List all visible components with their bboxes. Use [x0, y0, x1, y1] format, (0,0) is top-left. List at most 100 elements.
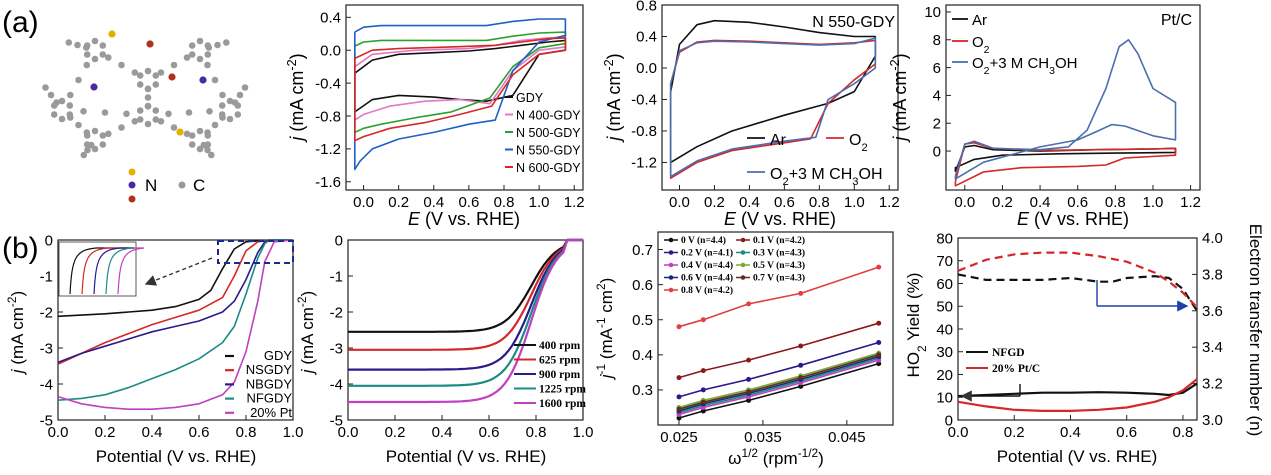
y-axis-label-part: -2	[888, 59, 902, 70]
carbon-atom	[99, 51, 107, 58]
x-tick-label: 0.0	[353, 194, 374, 211]
carbon-atom	[136, 107, 144, 114]
y-axis-label-part: (mA cm	[890, 71, 910, 137]
chart-title: Pt/C	[1161, 12, 1192, 29]
y-tick-label: -0.8	[315, 108, 341, 125]
kl-point	[700, 399, 706, 405]
legend-label-o2-part: 2	[984, 44, 990, 56]
legend-n-label: N	[145, 176, 157, 195]
y-tick-label: 0.3	[632, 382, 653, 399]
y-tick-label: -1.2	[315, 141, 341, 158]
y-axis-label: j (mA cm-2)	[888, 53, 910, 143]
legend-label: 1600 rpm	[539, 398, 586, 410]
x-tick-label: 0.8	[809, 194, 830, 211]
carbon-atom	[67, 114, 74, 121]
x-axis-label: ω1/2 (rpm-1/2)	[728, 446, 824, 468]
kl-point	[676, 375, 682, 381]
nitrogen-atom	[146, 40, 154, 48]
legend-label-ch3oh: O2+3 M CH3OH	[972, 55, 1077, 77]
kl-point	[746, 397, 752, 403]
x-tick-label: 0.0	[338, 424, 359, 441]
legend-label: 0.5 V (n=4.3)	[753, 260, 805, 271]
carbon-atom	[67, 91, 74, 99]
kl-point	[746, 376, 752, 382]
cv-curve-4	[353, 37, 567, 142]
carbon-atom	[211, 76, 219, 84]
y-axis-label-part: 2	[594, 283, 608, 290]
kl-point	[876, 357, 882, 363]
carbon-atom	[152, 72, 160, 79]
nitrogen-atom	[176, 128, 184, 136]
carbon-atom	[183, 130, 191, 138]
lsv-curve-4	[57, 239, 294, 411]
carbon-atom	[83, 44, 90, 51]
y-tick-label: 70	[936, 253, 953, 270]
x-tick-label: 0.6	[1067, 194, 1088, 211]
lsv-rpm-curve-4	[348, 238, 583, 404]
carbon-atom	[144, 120, 152, 128]
y-tick-label: -3	[330, 340, 343, 357]
yield-curve-2	[957, 273, 1198, 312]
kl-point	[876, 264, 882, 270]
c-atom-icon	[178, 181, 186, 189]
y-axis-label: HO2 Yield (%)	[904, 273, 929, 378]
carbon-atom	[50, 111, 58, 118]
carbon-atom	[208, 151, 215, 159]
legend-label-o2-part: O	[972, 34, 984, 51]
cv-curve-2	[669, 37, 877, 178]
kl-point	[676, 406, 682, 412]
x-tick-label: 0.0	[954, 194, 975, 211]
carbon-atom	[88, 141, 95, 149]
x-tick-label: 0.025	[660, 429, 698, 446]
carbon-atom	[188, 132, 196, 139]
legend-label: 0.3 V (n=4.3)	[753, 248, 805, 259]
plot-frame	[945, 4, 1201, 191]
legend-marker	[668, 250, 674, 255]
legend-label-o2-part: O	[849, 132, 861, 149]
x-axis-label-part: E	[408, 209, 421, 229]
legend-marker	[740, 237, 746, 243]
carbon-atom	[80, 151, 88, 159]
chart-cv-ndoped-gdy: 0.0 0.2 0.4 0.6 0.8 1.0 1.2 0.4 0.0 -0.4 -0.8 -1.2 -…	[285, 4, 585, 229]
x-axis-label: Potential (V vs. RHE)	[997, 447, 1158, 466]
legend-label: 0.8 V (n=4.2)	[681, 285, 733, 296]
legend-marker	[668, 237, 674, 243]
y-right-axis-label: Electron transfer number (n)	[1246, 224, 1265, 437]
carbon-atom	[196, 127, 204, 135]
carbon-atom	[144, 103, 152, 110]
y-tick-label: 0	[933, 143, 941, 160]
cv-curve-2	[954, 38, 1177, 180]
lsv-rpm-curve-0	[348, 238, 583, 333]
chart-koutecky-levich: 0.025 0.035 0.045 0.3 0.4 0.5 0.6 0.7 0 V (n=4.4…	[594, 231, 894, 468]
x-tick-label: 0.6	[1116, 424, 1137, 441]
y-right-tick-label: 3.4	[1202, 339, 1223, 356]
carbon-atom	[75, 121, 82, 129]
x-axis-label: Potential (V vs. RHE)	[96, 447, 257, 466]
chart-title: N 550-GDY	[812, 14, 895, 31]
inset-region-highlight	[217, 240, 294, 264]
y-tick-label: 0.7	[632, 242, 653, 259]
y-tick-label: 40	[936, 321, 953, 338]
y-tick-label: -3	[40, 340, 53, 357]
y-tick-label: 10	[924, 4, 941, 21]
y-tick-label: -5	[40, 412, 53, 429]
y-tick-label: 6	[933, 60, 941, 77]
x-tick-label: 0.4	[142, 424, 163, 441]
carbon-atom	[83, 61, 91, 69]
y-tick-label: -0.4	[631, 92, 657, 109]
carbon-atom	[223, 39, 230, 46]
legend-c-label: C	[193, 176, 205, 195]
legend-label-o2-part: 2	[861, 142, 867, 154]
x-tick-label: 0.8	[236, 424, 257, 441]
carbon-atom	[74, 41, 81, 49]
y-axis-label-part: )	[890, 53, 910, 59]
y-tick-label: -1.6	[315, 174, 341, 191]
legend-label-ch3oh: O2+3 M CH3OH	[770, 166, 883, 188]
x-tick-label: 0.8	[526, 424, 547, 441]
carbon-atom	[204, 51, 212, 58]
legend-marker	[740, 275, 746, 280]
legend-label-ch3oh-part: 3	[852, 176, 858, 188]
x-axis-label-part: (V vs. RHE)	[1029, 209, 1129, 229]
y-tick-label: 0.0	[636, 60, 657, 77]
